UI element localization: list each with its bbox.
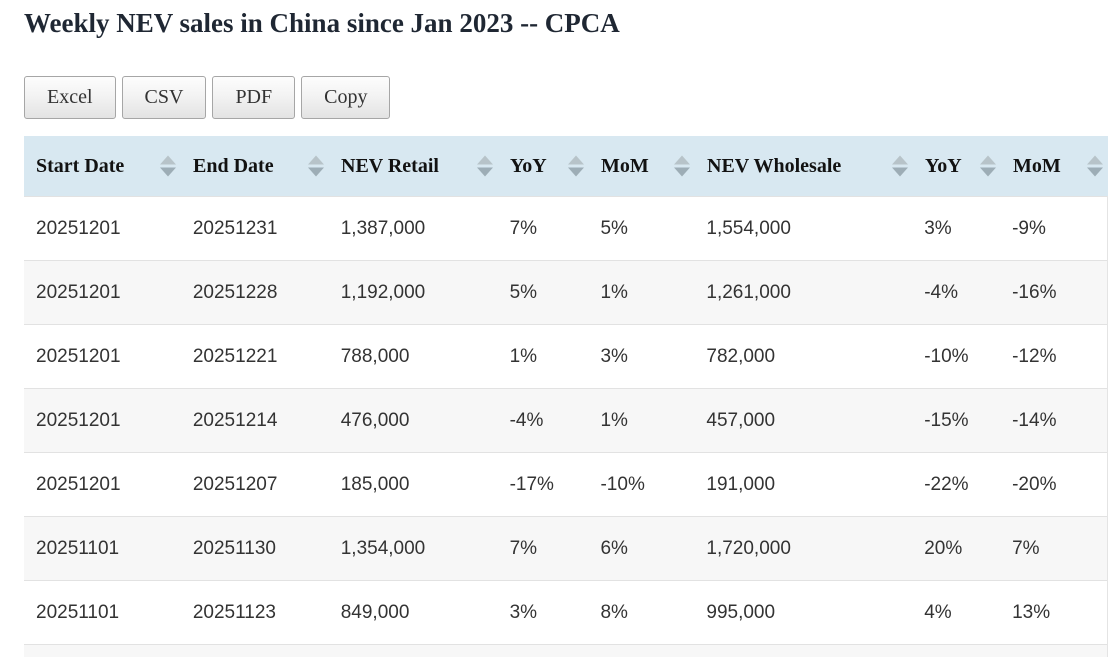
table-row: 20251201 20251231 1,387,000 7% 5% 1,554,000 3%…	[24, 196, 1107, 260]
sort-arrows-icon[interactable]	[568, 155, 584, 177]
table-cell: 20251201	[36, 473, 121, 495]
table-cell: 849,000	[340, 601, 410, 623]
sort-arrows-icon[interactable]	[308, 155, 324, 177]
table-cell: 20251207	[192, 473, 278, 495]
column-header-label: NEV Wholesale	[707, 154, 842, 177]
table-cell: 1,261,000	[706, 281, 791, 303]
table-cell: -14%	[1012, 409, 1057, 431]
sort-arrows-icon[interactable]	[980, 155, 996, 177]
column-header-label: YoY	[510, 154, 547, 177]
table-cell: -4%	[509, 409, 544, 431]
table-cell: 5%	[600, 217, 628, 239]
csv-button[interactable]: CSV	[121, 76, 207, 119]
table-cell: 191,000	[706, 473, 776, 495]
table-cell: -20%	[1012, 473, 1057, 495]
column-header-mom-wholesale[interactable]: MoM	[1001, 136, 1108, 196]
table-cell: 20251201	[36, 345, 121, 367]
table-cell: -10%	[600, 473, 645, 495]
table-cell: 1,387,000	[340, 217, 426, 239]
table-cell: 1,720,000	[706, 537, 791, 559]
table-cell: 4%	[924, 601, 952, 623]
table-cell: 20251201	[36, 217, 121, 239]
table-cell: 20%	[924, 537, 963, 559]
table-cell: -9%	[1012, 217, 1046, 239]
sort-arrows-icon[interactable]	[160, 155, 176, 177]
pdf-button[interactable]: PDF	[212, 76, 296, 119]
column-header-label: MoM	[1013, 154, 1061, 177]
table-cell: 1%	[509, 345, 538, 367]
table-cell: 20251221	[192, 345, 278, 367]
export-toolbar: Excel CSV PDF Copy	[24, 76, 1108, 119]
table-cell: 13%	[1012, 601, 1051, 623]
table-cell: 1%	[600, 281, 628, 303]
table-cell: 20251228	[192, 281, 278, 303]
table-cell: 185,000	[340, 473, 410, 495]
table-cell: 7%	[1012, 537, 1040, 559]
table-cell: 20251201	[36, 281, 121, 303]
column-header-label: MoM	[601, 154, 649, 177]
column-header-label: YoY	[925, 154, 962, 177]
sort-arrows-icon[interactable]	[674, 155, 690, 177]
table-cell: 20251201	[36, 409, 121, 431]
table-cell: 20251101	[36, 601, 120, 623]
table-cell: 20251231	[192, 217, 278, 239]
column-header-start-date[interactable]: Start Date	[24, 136, 181, 196]
table-row: 20251101 20251123 849,000 3% 8% 995,000 4% 13%	[24, 580, 1107, 644]
table-cell: 3%	[924, 217, 952, 239]
column-header-mom-retail[interactable]: MoM	[589, 136, 695, 196]
table-cell: 1,554,000	[706, 217, 791, 239]
table-cell: 457,000	[706, 409, 776, 431]
table-cell: -10%	[924, 345, 969, 367]
table-cell: 7%	[509, 217, 538, 239]
sort-arrows-icon[interactable]	[1087, 155, 1103, 177]
table-cell: 20251214	[192, 409, 278, 431]
table-row: 20251201 20251228 1,192,000 5% 1% 1,261,000 -4…	[24, 260, 1107, 324]
column-header-yoy-retail[interactable]: YoY	[498, 136, 589, 196]
table-cell: 995,000	[706, 601, 776, 623]
table-cell: 1,354,000	[340, 537, 426, 559]
table-cell: -4%	[924, 281, 958, 303]
column-header-label: Start Date	[36, 154, 125, 177]
column-header-yoy-wholesale[interactable]: YoY	[913, 136, 1001, 196]
table-cell: -12%	[1012, 345, 1057, 367]
page-title: Weekly NEV sales in China since Jan 2023…	[24, 8, 620, 38]
table-row: 20251201 20251221 788,000 1% 3% 782,000 -10% -1…	[24, 324, 1107, 388]
table-cell: 20251130	[192, 537, 276, 559]
table-cell: -16%	[1012, 281, 1057, 303]
table-cell: 5%	[509, 281, 538, 303]
column-header-label: End Date	[193, 154, 274, 177]
table-cell: 8%	[600, 601, 628, 623]
table-cell: 788,000	[340, 345, 410, 367]
table-cell: 3%	[509, 601, 538, 623]
table-header-row: Start Date End Date NEV Retail YoY MoM N…	[24, 136, 1108, 196]
table-row: 20251101 20251130 1,354,000 7% 6% 1,720,000 20…	[24, 516, 1107, 580]
table-cell: -15%	[924, 409, 969, 431]
table-cell: -22%	[924, 473, 969, 495]
table-cell: 782,000	[706, 345, 776, 367]
copy-button[interactable]: Copy	[301, 76, 391, 119]
table-row: 20251201 20251214 476,000 -4% 1% 457,000 -15% -…	[24, 388, 1107, 452]
table-row-partial	[24, 644, 1107, 657]
sort-arrows-icon[interactable]	[892, 155, 908, 177]
table-cell: 20251123	[192, 601, 276, 623]
table-cell: 7%	[509, 537, 538, 559]
sort-arrows-icon[interactable]	[477, 155, 493, 177]
table-cell: 20251101	[36, 537, 120, 559]
column-header-nev-retail[interactable]: NEV Retail	[329, 136, 498, 196]
column-header-end-date[interactable]: End Date	[181, 136, 329, 196]
column-header-nev-wholesale[interactable]: NEV Wholesale	[695, 136, 913, 196]
table-cell: 1,192,000	[340, 281, 426, 303]
table-cell: 6%	[600, 537, 628, 559]
table-cell: 476,000	[340, 409, 410, 431]
table-cell: 1%	[600, 409, 628, 431]
table-cell: -17%	[509, 473, 554, 495]
column-header-label: NEV Retail	[341, 154, 439, 177]
nev-sales-table: Start Date End Date NEV Retail YoY MoM N…	[24, 136, 1108, 657]
table-body: 20251201 20251231 1,387,000 7% 5% 1,554,000 3%…	[24, 196, 1108, 657]
table-cell: 3%	[600, 345, 628, 367]
table-row: 20251201 20251207 185,000 -17% -10% 191,000 -2…	[24, 452, 1107, 516]
excel-button[interactable]: Excel	[24, 76, 116, 119]
